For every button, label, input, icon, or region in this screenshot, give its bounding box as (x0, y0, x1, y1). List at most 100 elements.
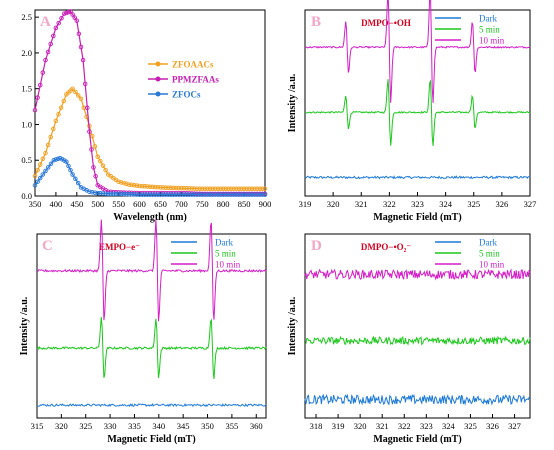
data-point (40, 172, 46, 177)
data-point (239, 192, 244, 197)
x-tick-label: 321 (355, 199, 368, 209)
data-point (205, 192, 210, 197)
x-tick-label: 327 (508, 421, 521, 431)
data-point (68, 9, 73, 14)
data-point (249, 192, 255, 197)
data-point (192, 186, 197, 191)
data-point (64, 159, 69, 164)
data-point (100, 163, 106, 168)
data-point (215, 186, 221, 192)
data-point (181, 192, 187, 197)
data-point (53, 157, 59, 162)
data-point (132, 192, 137, 197)
data-point (200, 186, 205, 192)
x-tick-label: 320 (55, 421, 68, 431)
panel-letter: D (311, 238, 322, 254)
x-tick-label: 327 (524, 199, 537, 209)
data-point (64, 10, 69, 16)
data-point (68, 167, 73, 173)
data-point (66, 9, 71, 15)
data-point (111, 191, 116, 197)
panel-letter: B (311, 14, 321, 30)
data-point (82, 81, 88, 87)
x-tick-label: 450 (70, 199, 83, 209)
x-tick-label: 335 (128, 421, 141, 431)
data-point (73, 176, 78, 182)
data-point (197, 192, 202, 197)
data-point (231, 192, 236, 197)
y-tick-label: 0.5 (21, 155, 32, 165)
data-point (92, 144, 98, 149)
data-point (98, 191, 103, 196)
data-point (85, 105, 90, 111)
data-point (43, 57, 48, 63)
data-point (145, 184, 150, 189)
legend-marker (155, 76, 161, 82)
data-point (89, 189, 95, 195)
data-point (252, 186, 257, 192)
data-point (40, 70, 46, 75)
data-point (53, 118, 59, 124)
data-point (247, 192, 252, 197)
data-point (176, 192, 182, 197)
data-point (241, 192, 247, 197)
x-tick-label: 321 (376, 421, 389, 431)
x-tick-label: 315 (31, 421, 44, 431)
data-point (32, 183, 38, 188)
data-point (70, 86, 75, 91)
x-axis-label: Magnetic Field (mT) (373, 434, 461, 445)
legend-label: 10 min (479, 36, 505, 46)
panel-annotation: DMPO−•OH (361, 18, 411, 28)
legend-label: 5 min (479, 249, 500, 259)
data-point (210, 186, 215, 192)
y-tick-label: 1.0 (21, 119, 32, 129)
data-point (173, 192, 179, 197)
x-tick-label: 322 (383, 199, 396, 209)
data-point (129, 192, 134, 197)
x-tick-label: 340 (152, 421, 165, 431)
x-tick-label: 550 (112, 199, 125, 209)
data-point (35, 167, 40, 173)
plot-frame (36, 233, 267, 419)
x-tick-label: 326 (496, 199, 509, 209)
x-tick-label: 325 (79, 421, 92, 431)
data-point (150, 192, 155, 197)
data-point (260, 192, 265, 197)
data-point (215, 192, 221, 197)
data-point (62, 11, 67, 16)
data-point (223, 192, 229, 197)
data-point (139, 183, 145, 189)
x-tick-label: 500 (91, 199, 104, 209)
data-point (56, 112, 61, 117)
data-point (158, 185, 163, 190)
legend-label: 5 min (215, 249, 236, 259)
data-point (152, 184, 158, 190)
data-point (45, 142, 51, 148)
panel-letter: A (40, 14, 51, 30)
data-point (53, 25, 59, 31)
data-point (95, 154, 100, 159)
data-point (48, 41, 53, 47)
data-point (262, 186, 268, 192)
data-point (55, 156, 61, 162)
data-point (218, 192, 223, 197)
data-point (189, 192, 195, 197)
data-point (45, 165, 51, 170)
data-point (218, 186, 223, 192)
data-point (173, 185, 179, 191)
data-point (37, 175, 43, 181)
x-tick-label: 323 (420, 421, 433, 431)
data-point (74, 18, 80, 23)
legend-label: Dark (479, 14, 497, 24)
data-point (150, 184, 155, 190)
data-point (51, 33, 56, 39)
data-point (116, 179, 121, 184)
data-point (213, 186, 218, 192)
data-point (239, 186, 244, 192)
legend-label: PPMZFAAs (172, 75, 219, 85)
data-point (87, 129, 92, 134)
panel-b: 319 320 321 322 323 324 325 326 327 Magnetic Fiel… (287, 0, 536, 223)
data-point (32, 107, 38, 113)
data-point (163, 185, 168, 190)
data-point (59, 16, 64, 21)
